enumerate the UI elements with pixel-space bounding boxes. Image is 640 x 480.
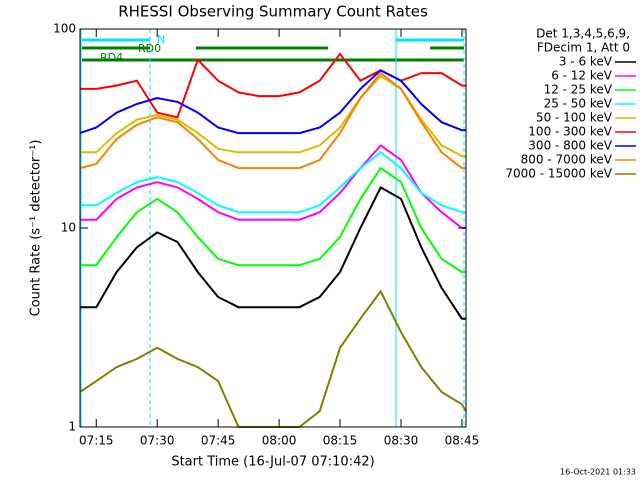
footer: 16-Oct-2021 01:33 bbox=[560, 468, 636, 477]
series-line bbox=[80, 166, 466, 274]
legend-label: 3 - 6 keV bbox=[559, 55, 613, 69]
annotation: RD4 bbox=[100, 51, 123, 64]
legend-label: 50 - 100 keV bbox=[536, 111, 613, 125]
legend-label: 800 - 7000 keV bbox=[521, 153, 613, 167]
y-tick-label: 100 bbox=[53, 22, 76, 36]
series-line bbox=[80, 151, 466, 214]
series-line bbox=[80, 144, 466, 229]
legend-label: 300 - 800 keV bbox=[528, 139, 612, 153]
legend-label: 100 - 300 keV bbox=[528, 125, 612, 139]
series-line bbox=[79, 69, 466, 135]
legend-label: 12 - 25 keV bbox=[544, 83, 613, 97]
series-line bbox=[79, 71, 466, 170]
y-tick-label: 10 bbox=[61, 221, 76, 235]
x-tick-label: 08:15 bbox=[323, 434, 358, 448]
x-tick-label: 07:45 bbox=[201, 434, 236, 448]
legend-label: 7000 - 15000 keV bbox=[505, 167, 612, 181]
series-line bbox=[80, 52, 466, 119]
y-tick-label: 1 bbox=[68, 420, 76, 434]
series-line bbox=[80, 186, 466, 320]
y-axis-label: Count Rate (s⁻¹ detector⁻¹) bbox=[29, 140, 44, 317]
legend-label: 25 - 50 keV bbox=[544, 97, 613, 111]
x-tick-label: 08:45 bbox=[445, 434, 480, 448]
annotation: N bbox=[157, 33, 165, 46]
legend-header: Det 1,3,4,5,6,9, bbox=[536, 27, 630, 41]
x-tick-label: 08:30 bbox=[384, 434, 419, 448]
legend-label: 6 - 12 keV bbox=[551, 69, 613, 83]
x-axis-label: Start Time (16-Jul-07 07:10:42) bbox=[171, 455, 374, 470]
x-tick-label: 07:30 bbox=[140, 434, 175, 448]
status-bars bbox=[82, 38, 464, 62]
x-tick-label: 08:00 bbox=[262, 434, 297, 448]
chart-title: RHESSI Observing Summary Count Rates bbox=[118, 3, 428, 21]
annotation: RD0 bbox=[138, 42, 161, 55]
legend-header: FDecim 1, Att 0 bbox=[537, 41, 630, 55]
x-tick-label: 07:15 bbox=[79, 434, 114, 448]
